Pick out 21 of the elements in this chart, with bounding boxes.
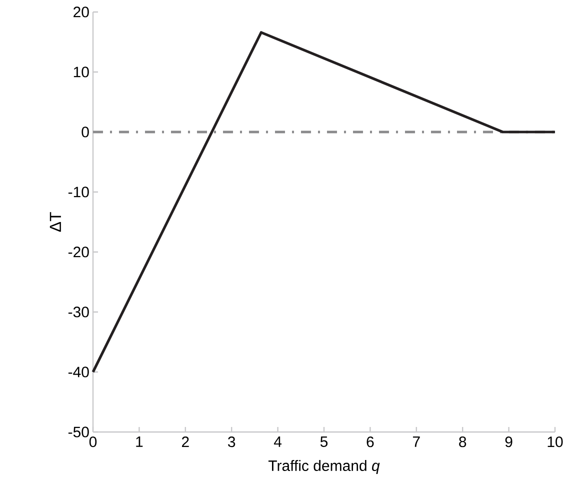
y-tick-label: -10	[68, 186, 89, 198]
y-tick-label: 20	[74, 6, 89, 18]
x-tick-label: 8	[459, 436, 466, 448]
x-tick-label: 3	[228, 436, 236, 448]
x-tick-label: 10	[548, 436, 563, 448]
x-tick-label: 6	[366, 436, 374, 448]
x-axis-title: Traffic demand q	[268, 460, 380, 474]
y-tick-label: -50	[68, 426, 89, 438]
y-tick-label: 0	[82, 126, 89, 138]
y-tick-label: -20	[68, 246, 89, 258]
x-tick-label: 4	[274, 436, 282, 447]
x-tick-label: 1	[136, 436, 143, 447]
x-tick-label: 2	[182, 436, 189, 447]
y-tick-label: 10	[74, 66, 89, 78]
x-tick-label: 0	[89, 436, 97, 448]
y-tick-label: -40	[68, 366, 89, 378]
x-tick-label: 9	[505, 436, 512, 448]
x-tick-label: 7	[412, 436, 420, 447]
x-tick-label: 5	[320, 436, 328, 447]
y-tick-label: -30	[68, 306, 89, 318]
y-axis-title: ΔT	[50, 212, 61, 232]
